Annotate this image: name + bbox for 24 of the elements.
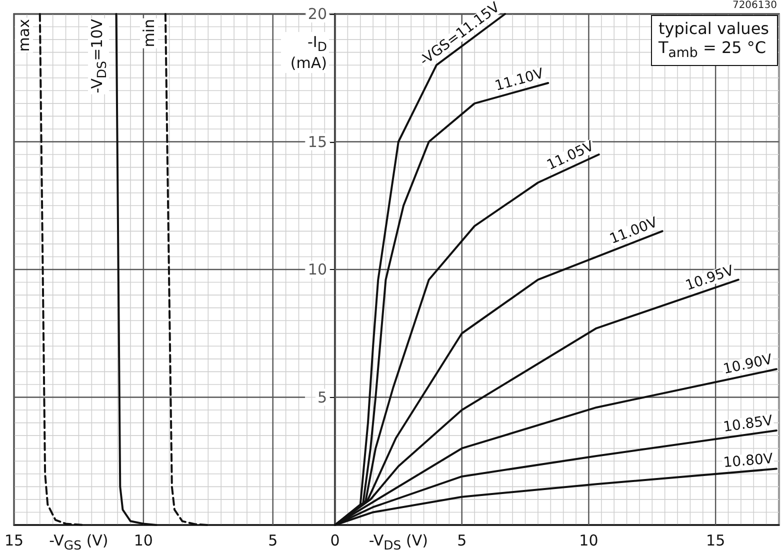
y-axis-title: -I$_{D}$ (mA) <box>281 32 329 73</box>
y-tick-label: 20 <box>308 5 327 23</box>
annotation: T$_{amb}$ = 25 °C <box>658 38 768 62</box>
text: 7206130 <box>732 0 777 12</box>
annotation: typical values <box>658 19 769 38</box>
x-tick-label: 10 <box>134 532 153 550</box>
text-box: typical values T$_{amb}$ = 25 °C <box>651 15 778 66</box>
x-tick-label: 10 <box>579 532 598 550</box>
x-tick-label: 5 <box>268 532 278 550</box>
y-tick-label: 5 <box>317 388 327 406</box>
x-axis-title: -V$_{GS}$ (V) <box>49 532 108 552</box>
x-axis-title: -V$_{DS}$ (V) <box>368 532 428 552</box>
text: max <box>14 18 33 53</box>
text: min <box>140 18 158 48</box>
x-tick-label: 15 <box>4 532 24 550</box>
text: 10.85V <box>722 412 774 436</box>
series-label: 10.80V <box>722 450 774 472</box>
x-tick-label: 15 <box>706 532 726 550</box>
text: 10.90V <box>722 352 774 378</box>
y-tick-label: 15 <box>308 132 327 151</box>
x-tick-label: 5 <box>457 532 467 550</box>
x-tick-label: 0 <box>330 532 340 550</box>
y-tick-label: 10 <box>308 260 327 278</box>
text: 11.10V <box>493 66 546 95</box>
